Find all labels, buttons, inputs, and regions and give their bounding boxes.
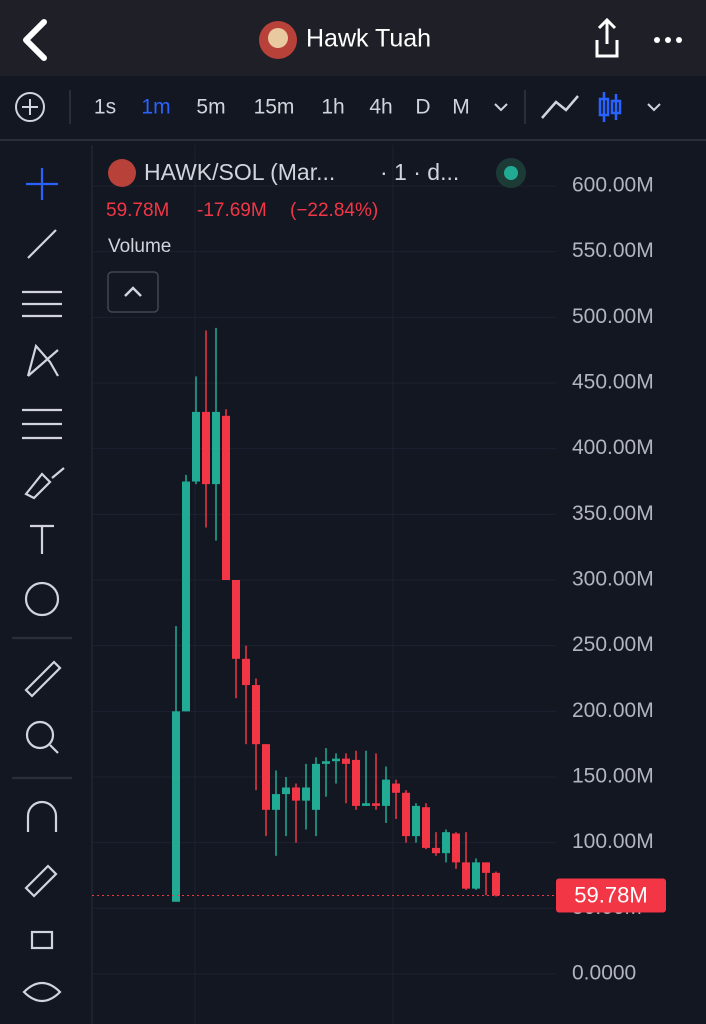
interval-button[interactable]: 1m [141, 96, 170, 119]
line-chart-button[interactable] [541, 95, 579, 119]
candle-body [292, 787, 300, 801]
interval-dropdown[interactable] [494, 103, 508, 112]
collapse-legend-button[interactable] [107, 271, 159, 313]
legend-change: -17.69M [197, 200, 267, 221]
last-price-label: 59.78M [574, 882, 647, 907]
y-tick-label: 100.00M [572, 830, 654, 853]
drawing-toolbar [12, 168, 72, 1003]
candle-body [272, 794, 280, 810]
token-avatar-face [268, 28, 288, 48]
candle-body [392, 783, 400, 793]
brush-tool[interactable] [24, 467, 65, 500]
y-tick-label: 600.00M [572, 174, 654, 197]
y-tick-label: 450.00M [572, 371, 654, 394]
legend-change-pct: (−22.84%) [290, 200, 378, 221]
candle-body [302, 787, 310, 801]
candle-body [342, 758, 350, 764]
last-price-tag [556, 878, 666, 913]
add-button[interactable] [15, 92, 45, 122]
candle-body [222, 415, 230, 580]
y-axis: 0.000050.00M100.00M150.00M200.00M250.00M… [556, 174, 666, 985]
candle-body [262, 744, 270, 810]
zoom-tool-handle [49, 744, 59, 754]
y-tick-label: 400.00M [572, 436, 654, 459]
candle-body [402, 792, 410, 837]
candle-body [242, 658, 250, 686]
fib-tool[interactable] [22, 290, 62, 318]
candle-body [432, 847, 440, 854]
ruler-tool[interactable] [24, 660, 62, 698]
candle-body [212, 411, 220, 485]
market-status-dot [504, 166, 518, 180]
zoom-tool[interactable] [25, 720, 55, 750]
candle-body [382, 779, 390, 806]
emoji-tool[interactable] [24, 581, 60, 617]
candle-body [182, 481, 190, 712]
y-tick-label: 0.0000 [572, 962, 636, 985]
pattern-tool[interactable] [26, 343, 59, 377]
crosshair-tool[interactable] [26, 168, 58, 200]
interval-button[interactable]: D [415, 96, 430, 119]
interval-button[interactable]: M [452, 96, 470, 119]
candle-body [202, 411, 210, 485]
visibility-tool[interactable] [22, 981, 62, 1003]
prediction-tool[interactable] [22, 408, 62, 440]
grid [92, 185, 556, 975]
legend-price: 59.78M [106, 200, 169, 221]
candle-body [282, 787, 290, 795]
interval-button[interactable]: 15m [254, 96, 295, 119]
y-tick-label: 500.00M [572, 305, 654, 328]
y-tick-label: 250.00M [572, 633, 654, 656]
legend-interval: · 1 · d... [380, 159, 459, 185]
candle-body [362, 803, 370, 806]
candle-body [192, 411, 200, 482]
candle-chart-button[interactable] [598, 92, 622, 122]
interval-group: 1s 1m 5m 15m 1h 4h D M [94, 96, 470, 119]
legend-avatar [108, 159, 136, 187]
header-bar [0, 0, 706, 76]
candle-body [312, 763, 320, 810]
y-tick-label: 350.00M [572, 502, 654, 525]
candle-body [442, 832, 450, 854]
candle-body [322, 761, 330, 764]
unlock-tool[interactable] [30, 930, 54, 950]
toolbar [0, 76, 706, 140]
y-tick-label: 150.00M [572, 765, 654, 788]
share-button[interactable] [595, 17, 619, 58]
candle-body [232, 580, 240, 659]
lock-drawings-tool[interactable] [24, 864, 58, 898]
candle-body [452, 833, 460, 863]
candle-body [372, 803, 380, 806]
candle-body [352, 759, 360, 806]
text-tool[interactable] [30, 524, 54, 554]
y-tick-label: 300.00M [572, 568, 654, 591]
legend-symbol: HAWK/SOL (Mar... [144, 159, 335, 185]
candle-body [462, 862, 470, 889]
chart-type-dropdown[interactable] [647, 103, 661, 112]
candle-body [492, 872, 500, 896]
candle-body [252, 685, 260, 745]
interval-button[interactable]: 1h [321, 96, 344, 119]
y-tick-label: 200.00M [572, 699, 654, 722]
collapse-icon [124, 286, 142, 297]
candle-body [332, 758, 340, 762]
candle-body [412, 805, 420, 837]
candle-body [172, 711, 180, 902]
candle-body [422, 807, 430, 848]
interval-button[interactable]: 1s [94, 96, 116, 119]
y-tick-label: 550.00M [572, 239, 654, 262]
candle-body [482, 862, 490, 873]
magnet-tool[interactable] [26, 800, 58, 832]
trend-line-tool[interactable] [27, 229, 57, 259]
back-button[interactable] [23, 19, 47, 61]
candles [92, 327, 556, 902]
more-button[interactable] [654, 37, 682, 43]
interval-button[interactable]: 4h [369, 96, 392, 119]
study-name: Volume [108, 236, 171, 257]
candle-body [472, 862, 480, 889]
interval-button[interactable]: 5m [196, 96, 225, 119]
header-title: Hawk Tuah [306, 25, 431, 53]
